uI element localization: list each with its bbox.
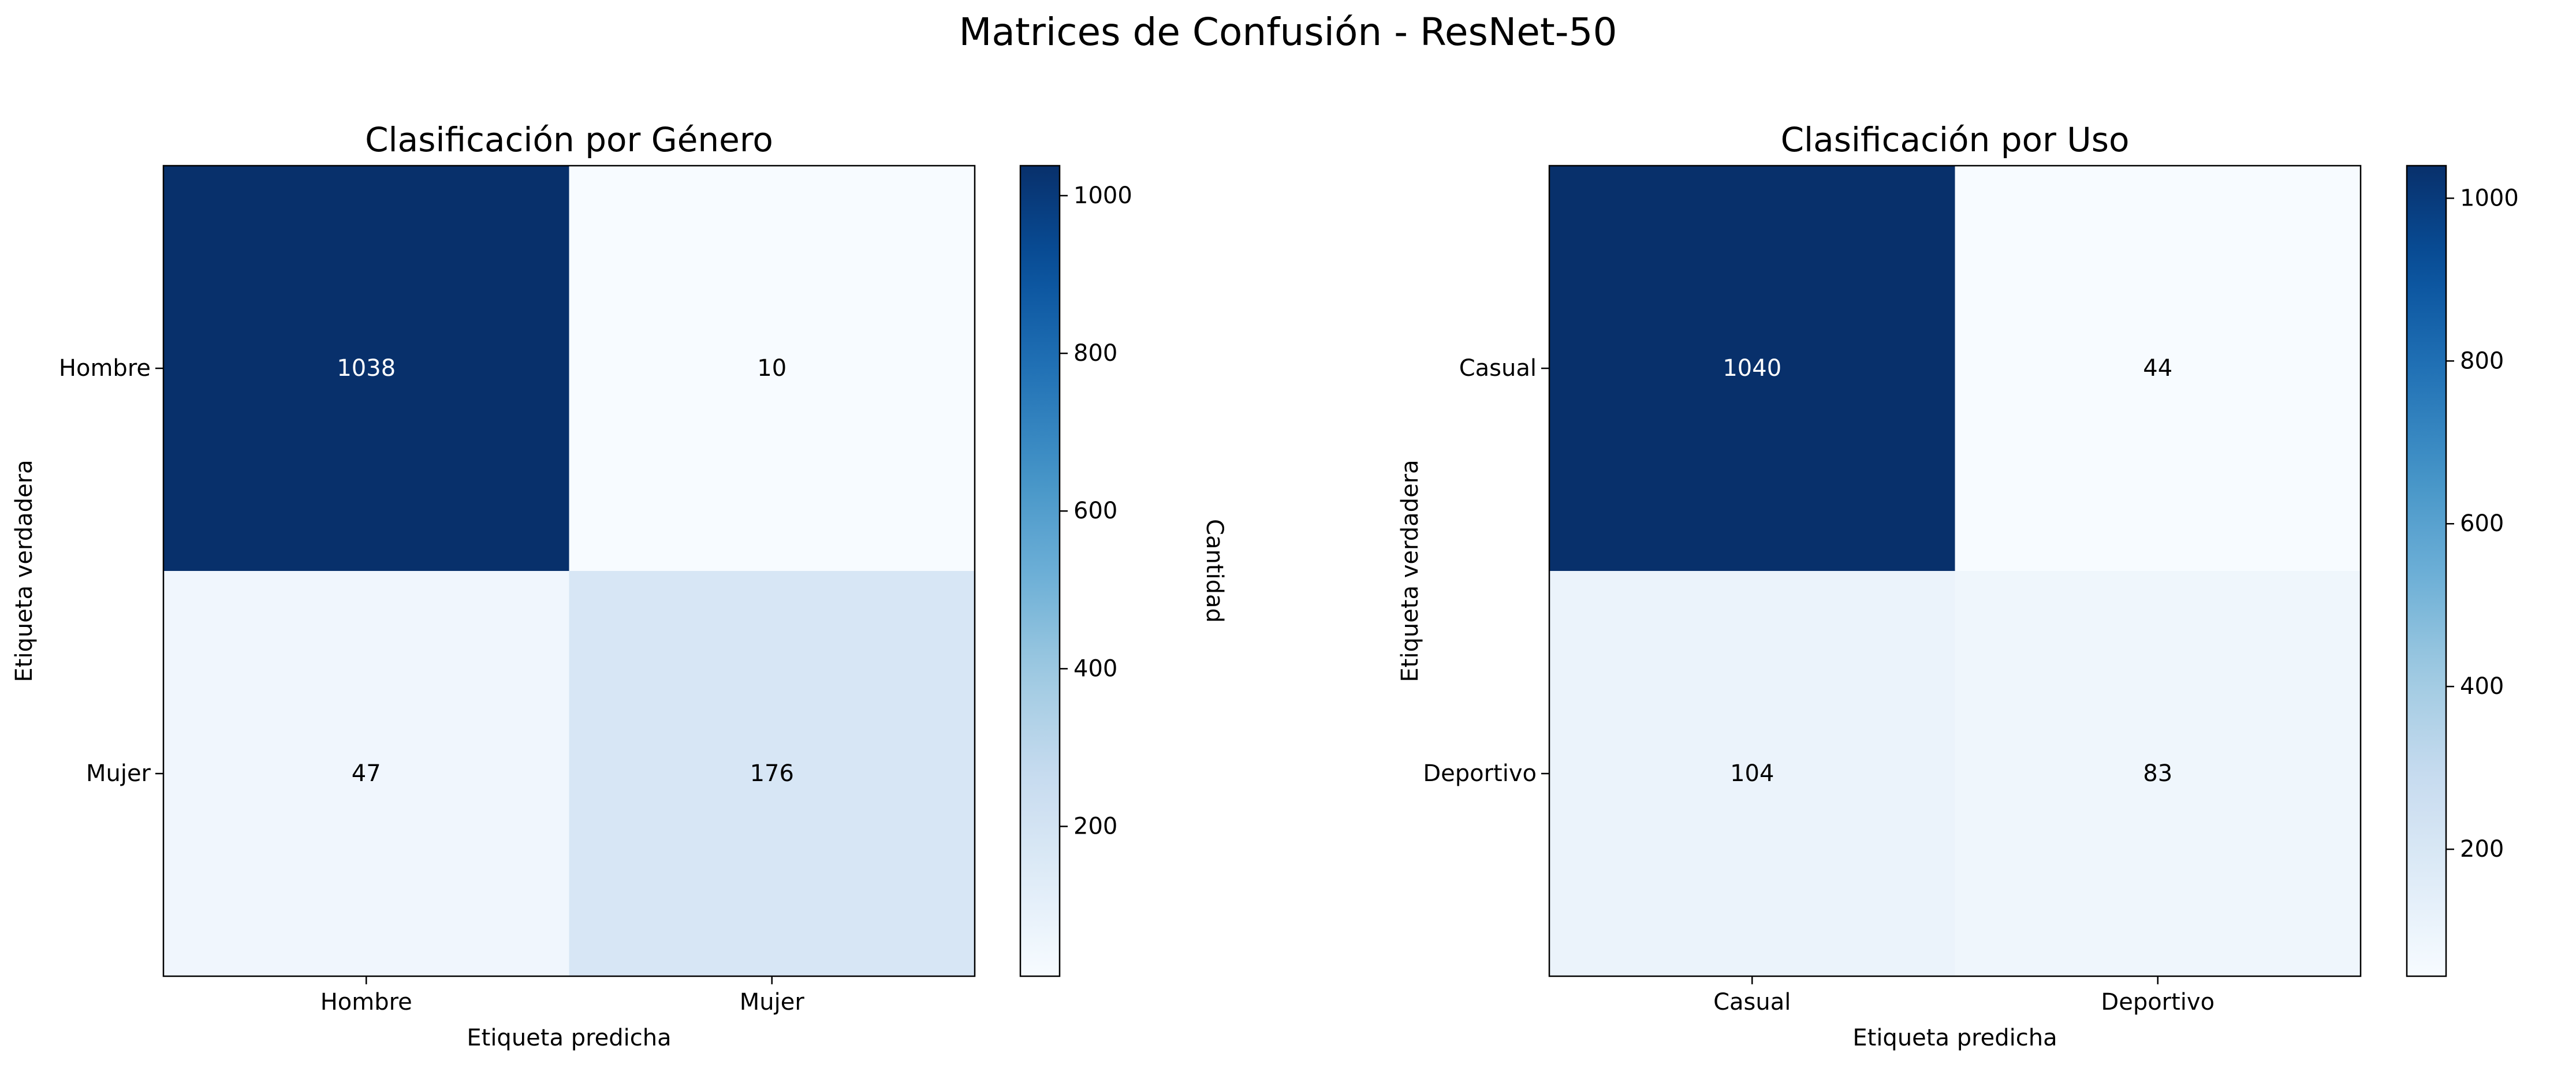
colorbar-tick-label: 400	[2460, 673, 2504, 700]
subplot-2: 1040 44 104 83 Casual Deportivo Casual Deportiv…	[1397, 120, 2519, 1051]
cell-value-label: 176	[750, 760, 794, 787]
x-tick-label: Hombre	[320, 989, 412, 1015]
colorbar-tick-label: 800	[2460, 348, 2504, 374]
subplot-title: Clasificación por Uso	[1781, 120, 2130, 159]
heatmap-cell	[569, 166, 975, 572]
heatmap-cell	[1955, 166, 2361, 572]
x-tick-label: Deportivo	[2101, 989, 2215, 1015]
y-tick-label: Mujer	[86, 760, 151, 787]
heatmap-cell	[1549, 571, 1955, 977]
subplot-1: 1038 10 47 176 Hombre Mujer Hombre Mujer Clasifi…	[11, 120, 1228, 1051]
cell-value-label: 1038	[337, 355, 396, 382]
y-axis-label: Etiqueta verdadera	[11, 460, 38, 682]
axes-frame	[162, 165, 976, 977]
colorbar-tick-label: 600	[1073, 498, 1117, 524]
colorbar-label: Cantidad	[1201, 519, 1228, 623]
heatmap-cell	[1549, 166, 1955, 572]
colorbar	[1020, 166, 1060, 976]
colorbar-tick-label: 400	[1073, 655, 1117, 682]
axes-frame	[1548, 165, 2362, 977]
heatmap-cell	[569, 571, 975, 977]
colorbar-tick-label: 200	[1073, 813, 1117, 840]
cell-value-label: 44	[2143, 355, 2172, 382]
colorbar-tick-label: 1000	[1073, 182, 1132, 209]
y-tick-label: Deportivo	[1423, 760, 1537, 787]
y-tick-label: Casual	[1459, 355, 1537, 382]
cell-value-label: 83	[2143, 760, 2172, 787]
x-axis-label: Etiqueta predicha	[467, 1025, 671, 1051]
heatmap-cell	[163, 571, 569, 977]
cell-value-label: 104	[1730, 760, 1774, 787]
colorbar-tick-label: 200	[2460, 836, 2504, 862]
x-axis-label: Etiqueta predicha	[1852, 1025, 2057, 1051]
colorbar-tick-label: 600	[2460, 510, 2504, 537]
cell-value-label: 1040	[1723, 355, 1781, 382]
colorbar-tick-label: 1000	[2460, 185, 2519, 211]
subplot-title: Clasificación por Género	[365, 120, 773, 159]
y-axis-label: Etiqueta verdadera	[1397, 460, 1423, 682]
heatmap-cell	[1955, 571, 2361, 977]
x-tick-label: Casual	[1713, 989, 1791, 1015]
figure-title: Matrices de Confusión - ResNet-50	[959, 10, 1617, 54]
y-tick-label: Hombre	[59, 355, 151, 382]
colorbar-frame	[1019, 165, 1061, 977]
cell-value-label: 10	[757, 355, 786, 382]
cell-value-label: 47	[352, 760, 381, 787]
x-tick-label: Mujer	[740, 989, 805, 1015]
colorbar-tick-label: 800	[1073, 340, 1117, 367]
colorbar	[2407, 166, 2446, 976]
colorbar-frame	[2406, 165, 2447, 977]
heatmap-cell	[163, 166, 569, 572]
